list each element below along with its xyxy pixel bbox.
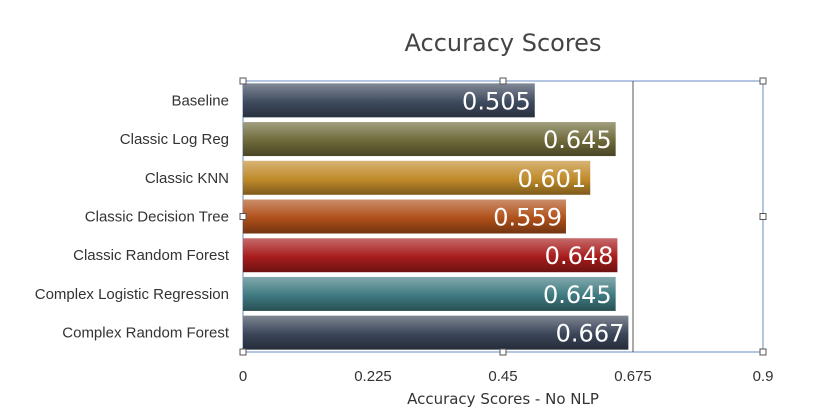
bars: 0.505 0.645 0.601 0.559 0.648 0.645 0.667 <box>243 83 629 350</box>
resize-handle[interactable] <box>759 213 767 220</box>
x-axis-label: Accuracy Scores - No NLP <box>407 390 599 408</box>
bar-value-label: 0.601 <box>518 165 587 193</box>
x-tick-label: 0 <box>239 368 247 385</box>
bar-classic-log-reg[interactable] <box>243 122 616 157</box>
resize-handle[interactable] <box>499 77 507 85</box>
category-label: Complex Random Forest <box>62 325 230 342</box>
bar-complex-logistic-regression[interactable] <box>243 276 616 311</box>
category-label: Classic KNN <box>145 170 229 187</box>
bar-value-label: 0.648 <box>545 242 614 270</box>
category-label: Classic Log Reg <box>120 131 229 148</box>
category-label: Complex Logistic Regression <box>35 286 229 303</box>
bar-classic-decision-tree[interactable] <box>243 199 566 234</box>
resize-handle[interactable] <box>239 348 247 356</box>
bar-value-label: 0.505 <box>462 87 531 115</box>
resize-handle[interactable] <box>239 77 247 85</box>
bar-value-label: 0.667 <box>556 320 625 348</box>
x-tick-label: 0.45 <box>488 368 517 385</box>
x-tick-label: 0.675 <box>614 368 652 385</box>
category-label: Classic Random Forest <box>73 247 230 264</box>
category-label: Classic Decision Tree <box>85 209 229 226</box>
bar-value-label: 0.559 <box>493 204 562 232</box>
bar-classic-knn[interactable] <box>243 160 591 195</box>
resize-handle[interactable] <box>499 348 507 356</box>
bar-complex-random-forest[interactable] <box>243 315 629 350</box>
bar-baseline[interactable] <box>243 83 535 118</box>
resize-handle[interactable] <box>239 213 247 220</box>
x-tick-labels: 0 0.225 0.45 0.675 0.9 <box>239 368 774 385</box>
bar-value-label: 0.645 <box>543 126 612 154</box>
bar-classic-random-forest[interactable] <box>243 238 618 273</box>
resize-handle[interactable] <box>759 348 767 356</box>
resize-handle[interactable] <box>759 77 767 85</box>
selection-handles[interactable] <box>239 77 767 356</box>
x-tick-label: 0.225 <box>354 368 392 385</box>
x-tick-label: 0.9 <box>753 368 774 385</box>
chart-title: Accuracy Scores <box>405 29 602 57</box>
bar-value-label: 0.645 <box>543 281 612 309</box>
category-labels: Baseline Classic Log Reg Classic KNN Classi… <box>35 92 230 341</box>
category-label: Baseline <box>171 92 229 109</box>
